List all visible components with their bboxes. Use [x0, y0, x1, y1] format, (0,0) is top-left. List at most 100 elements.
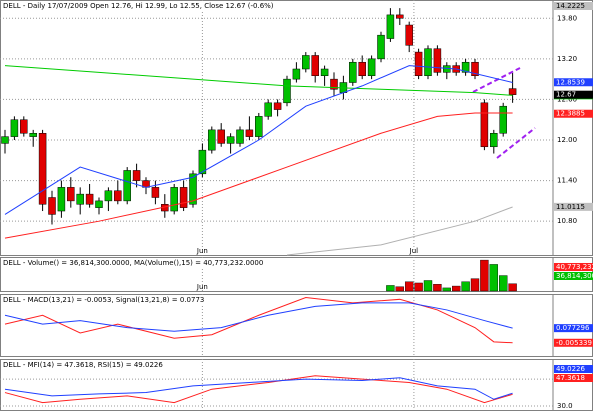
panel-title: DELL - MACD(13,21) = -0.0053, Signal(13,… [3, 296, 204, 304]
value-tag-bg [554, 272, 593, 280]
candle-body [264, 102, 272, 117]
y-tick-label: 12.00 [557, 136, 577, 144]
candle-body [85, 193, 94, 205]
trend-line [472, 67, 521, 93]
x-tick-label: Jul [409, 247, 419, 255]
candle-body [490, 132, 498, 148]
candle-body [114, 190, 122, 202]
candle-body [292, 68, 301, 80]
x-tick-label: Jun [196, 247, 208, 255]
candle-body [29, 132, 37, 137]
candle-body [320, 68, 329, 77]
panel-title-bg [2, 296, 206, 304]
candle-body [123, 170, 131, 202]
indicator-line [4, 375, 513, 404]
candle-body [499, 105, 507, 134]
value-tag-bg [554, 78, 593, 87]
y-tick-label: 10.80 [557, 217, 577, 225]
value-tag: 14.2225 [556, 2, 585, 10]
volume-bar [461, 281, 470, 292]
candle-body [132, 170, 141, 181]
panel-title-bg [2, 361, 165, 369]
candle-body [349, 61, 357, 83]
candle-body [414, 51, 423, 77]
volume-bar [433, 284, 442, 292]
value-tag: 12.3885 [556, 110, 585, 118]
y-tick-label: 30.0 [557, 402, 573, 410]
candle-body [255, 116, 263, 137]
candle-body [104, 190, 113, 202]
value-tag-bg [554, 324, 593, 333]
candle-body [396, 14, 404, 19]
candle-body [198, 149, 207, 175]
panel-title: DELL - Daily 17/07/2009 Open 12.76, Hi 1… [3, 2, 274, 10]
candle-body [433, 48, 442, 73]
candle-body [170, 187, 178, 212]
value-tag: 12.67 [556, 91, 576, 99]
candle-body [245, 129, 254, 137]
candle-body [189, 173, 197, 205]
candle-body [226, 136, 235, 144]
value-tag-bg [554, 263, 593, 271]
candle-body [273, 102, 282, 110]
indicator-line [286, 206, 513, 256]
value-tag-bg [554, 365, 593, 373]
volume-bar [452, 285, 461, 292]
candle-body [10, 119, 19, 137]
value-tag-bg [554, 90, 593, 99]
indicator-line [4, 377, 513, 400]
panel-title: DELL - MFI(14) = 47.3618, RSI(15) = 49.0… [3, 361, 163, 369]
y-tick-label: 12.60 [557, 95, 577, 103]
volume-bar [405, 281, 414, 292]
value-tag: 0.077296 [556, 324, 590, 332]
candle-body [480, 102, 489, 148]
value-tag: 12.8539 [556, 78, 585, 86]
candle-body [179, 187, 188, 208]
value-tag-bg [554, 374, 593, 382]
volume-bar [508, 283, 517, 292]
candle-body [76, 193, 84, 205]
panel-title-bg [2, 2, 275, 10]
indicator-line [4, 65, 513, 215]
volume-bar [423, 280, 433, 292]
volume-bar [480, 259, 489, 292]
value-tag-bg [554, 338, 593, 347]
x-tick-label: Jul [409, 283, 419, 291]
value-tag: 36,814,300 [556, 272, 593, 280]
candle-body [358, 61, 366, 77]
candle-body [48, 197, 56, 215]
y-tick-label: 13.80 [557, 14, 577, 22]
candle-body [208, 129, 216, 151]
value-tag-bg [554, 2, 593, 10]
candle-body [67, 187, 75, 202]
candle-body [20, 119, 28, 134]
volume-bar [499, 275, 508, 292]
indicator-line [4, 65, 513, 96]
candle-body [405, 24, 413, 46]
y-tick-label: 13.20 [557, 55, 577, 63]
candle-body [1, 136, 9, 144]
candle-body [217, 129, 225, 144]
value-tag: 40,773,232 [556, 263, 593, 271]
indicator-line [4, 112, 513, 239]
panel-title-bg [2, 259, 265, 267]
value-tag: 47.3618 [556, 374, 585, 382]
value-tag-bg [554, 109, 593, 118]
candle-body [471, 61, 479, 77]
candle-body [311, 55, 319, 77]
candle-body [508, 88, 517, 95]
candle-body [151, 187, 160, 198]
indicator-line [4, 302, 513, 332]
candle-body [302, 55, 310, 70]
candle-body [95, 200, 103, 208]
value-tag: -0.005339 [556, 339, 592, 347]
value-tag-bg [554, 202, 593, 211]
volume-bar [442, 287, 451, 292]
candle-body [424, 48, 432, 77]
volume-bar [414, 282, 423, 292]
candle-body [386, 14, 395, 39]
value-tag: 11.0115 [556, 203, 585, 211]
candle-body [461, 61, 470, 73]
